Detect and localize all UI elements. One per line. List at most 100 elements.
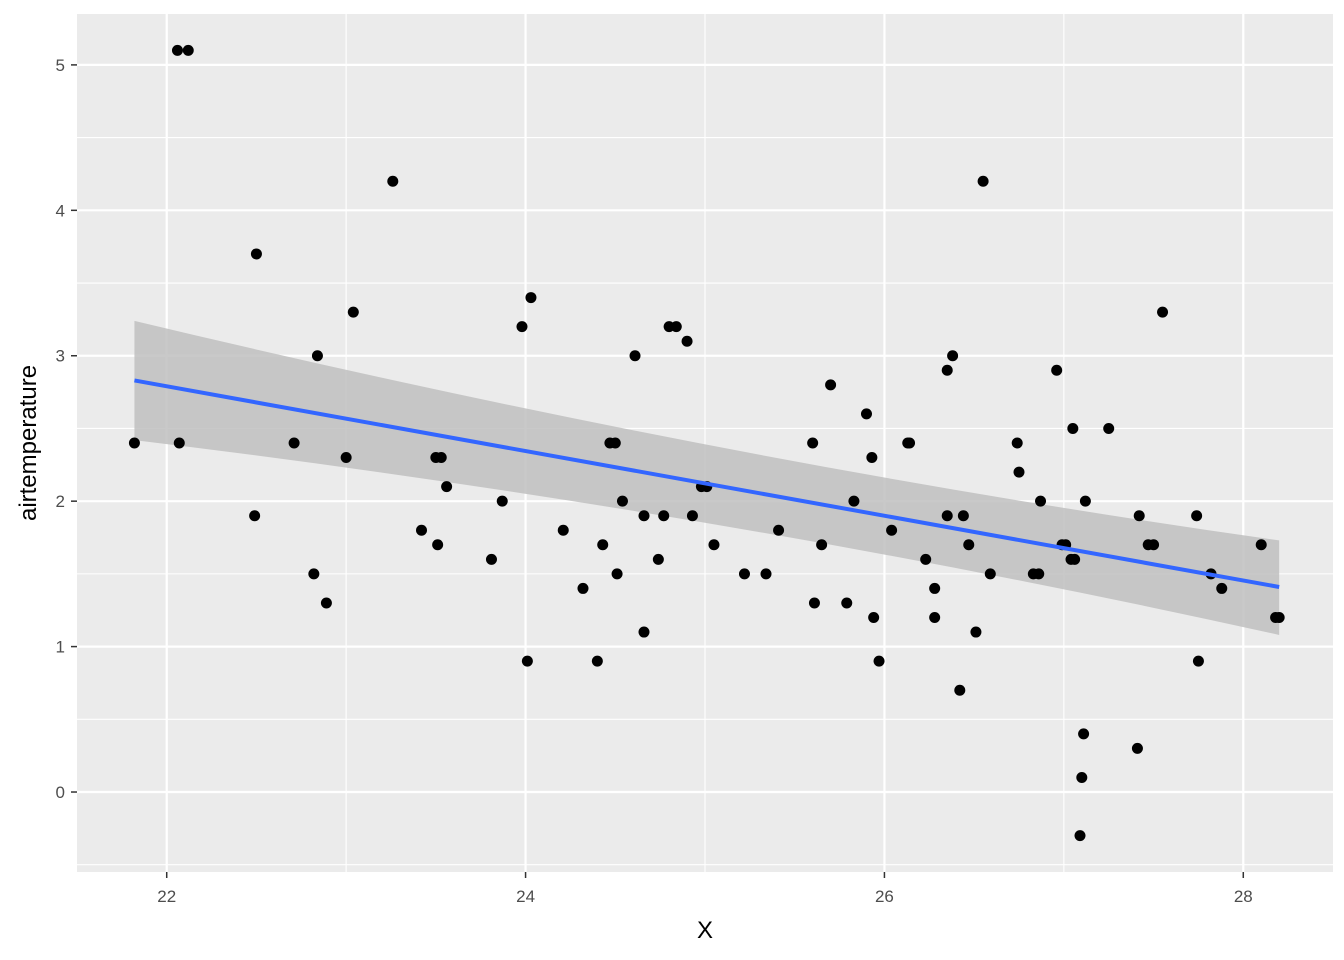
- data-point: [1133, 510, 1145, 522]
- data-point: [866, 452, 878, 464]
- data-point: [738, 568, 750, 580]
- data-point: [441, 481, 453, 493]
- data-point: [957, 510, 969, 522]
- data-point: [1011, 437, 1023, 449]
- data-point: [860, 408, 872, 420]
- data-point: [308, 568, 320, 580]
- data-point: [1067, 422, 1079, 434]
- data-point: [652, 553, 664, 565]
- data-point: [557, 524, 569, 536]
- data-point: [848, 495, 860, 507]
- regression-line: [134, 378, 1280, 589]
- data-point: [760, 568, 772, 580]
- data-point: [886, 524, 898, 536]
- data-point: [311, 350, 323, 362]
- data-point: [868, 612, 880, 624]
- data-point: [525, 292, 537, 304]
- data-point: [171, 44, 183, 56]
- data-point: [1076, 771, 1088, 783]
- y-tick-label: 5: [56, 56, 65, 75]
- data-point: [1191, 510, 1203, 522]
- data-point: [173, 437, 185, 449]
- x-tick-label: 28: [1234, 887, 1253, 906]
- data-point: [1216, 582, 1228, 594]
- data-point: [947, 350, 959, 362]
- data-point: [954, 684, 966, 696]
- data-point: [963, 539, 975, 551]
- data-point: [597, 539, 609, 551]
- regression-line-layer: [134, 378, 1280, 589]
- data-point: [807, 437, 819, 449]
- data-point: [516, 321, 528, 333]
- data-point: [347, 306, 359, 318]
- data-point: [320, 597, 332, 609]
- data-point: [1131, 742, 1143, 754]
- data-point: [182, 44, 194, 56]
- data-point: [611, 568, 623, 580]
- x-tick-label: 24: [516, 887, 535, 906]
- y-tick-label: 0: [56, 783, 65, 802]
- data-point: [920, 553, 932, 565]
- data-point: [1273, 612, 1285, 624]
- data-point: [1069, 553, 1081, 565]
- data-point: [1255, 539, 1267, 551]
- y-tick-label: 2: [56, 492, 65, 511]
- data-point: [340, 452, 352, 464]
- data-point: [773, 524, 785, 536]
- data-point: [1103, 422, 1115, 434]
- data-point: [808, 597, 820, 609]
- data-point: [1078, 728, 1090, 740]
- data-point: [1013, 466, 1025, 478]
- data-point: [904, 437, 916, 449]
- data-point: [970, 626, 982, 638]
- data-point: [929, 582, 941, 594]
- data-point: [1074, 830, 1086, 842]
- data-point: [387, 175, 399, 187]
- data-point: [941, 364, 953, 376]
- y-tick-label: 1: [56, 638, 65, 657]
- y-axis-ticks: 0 1 2 3 4 5: [56, 56, 77, 802]
- data-point: [249, 510, 261, 522]
- data-point: [591, 655, 603, 667]
- data-point: [616, 495, 628, 507]
- data-point: [1079, 495, 1091, 507]
- data-point: [1033, 568, 1045, 580]
- x-axis-title: X: [697, 917, 713, 944]
- data-point: [416, 524, 428, 536]
- data-point: [686, 510, 698, 522]
- data-point: [638, 510, 650, 522]
- data-point: [521, 655, 533, 667]
- data-point: [629, 350, 641, 362]
- data-point: [873, 655, 885, 667]
- data-point: [825, 379, 837, 391]
- x-tick-label: 26: [875, 887, 894, 906]
- data-point: [128, 437, 140, 449]
- data-point: [1051, 364, 1063, 376]
- data-point: [638, 626, 650, 638]
- data-point: [577, 582, 589, 594]
- data-point: [841, 597, 853, 609]
- data-point: [250, 248, 262, 260]
- data-point: [435, 452, 447, 464]
- data-point: [670, 321, 682, 333]
- x-tick-label: 22: [157, 887, 176, 906]
- data-points: [128, 44, 1285, 842]
- data-point: [816, 539, 828, 551]
- data-point: [658, 510, 670, 522]
- data-point: [1148, 539, 1160, 551]
- y-tick-label: 3: [56, 347, 65, 366]
- data-point: [485, 553, 497, 565]
- data-point: [1192, 655, 1204, 667]
- data-point: [432, 539, 444, 551]
- data-point: [681, 335, 693, 347]
- y-tick-label: 4: [56, 201, 65, 220]
- data-point: [609, 437, 621, 449]
- data-point: [1035, 495, 1047, 507]
- data-point: [984, 568, 996, 580]
- data-point: [288, 437, 300, 449]
- data-point: [496, 495, 508, 507]
- y-axis-title: airtemperature: [15, 365, 42, 521]
- x-axis-ticks: 22 24 26 28: [157, 872, 1253, 906]
- data-point: [1157, 306, 1169, 318]
